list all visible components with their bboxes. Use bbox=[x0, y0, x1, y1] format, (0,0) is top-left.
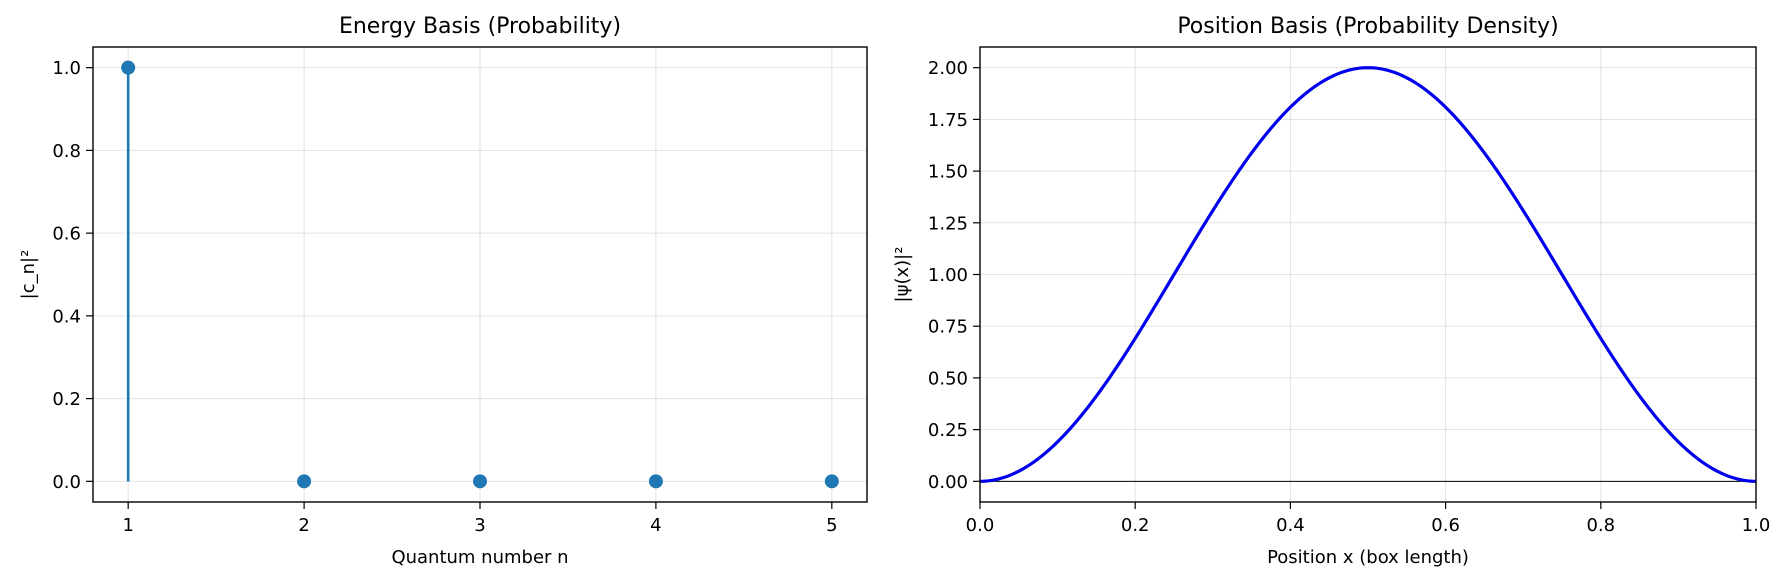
chart1-y-tick-label: 0.8 bbox=[52, 141, 81, 162]
chart1-stem-marker bbox=[648, 474, 663, 489]
chart2-y-tick-label: 2.00 bbox=[928, 58, 968, 79]
chart2-x-tick-label: 0.4 bbox=[1276, 515, 1305, 536]
chart1-stem-marker bbox=[297, 474, 312, 489]
chart1-x-axis-label: Quantum number n bbox=[391, 547, 568, 568]
chart1-y-tick-label: 0.0 bbox=[52, 472, 81, 493]
chart1-y-tick-label: 0.6 bbox=[52, 224, 81, 245]
chart2-y-tick-label: 1.50 bbox=[928, 162, 968, 183]
chart2-x-tick-label: 1.0 bbox=[1742, 515, 1771, 536]
chart1-stem-marker bbox=[121, 60, 136, 75]
chart1-grid bbox=[93, 47, 867, 502]
chart1-x-tick-label: 5 bbox=[826, 515, 837, 536]
chart2-y-tick-label: 0.50 bbox=[928, 368, 968, 389]
chart1-title: Energy Basis (Probability) bbox=[339, 14, 621, 39]
chart1-stem-marker bbox=[473, 474, 487, 489]
chart2-y-axis-label: |ψ(x)|² bbox=[892, 247, 913, 303]
chart1-markers bbox=[121, 60, 839, 489]
chart1-y-axis-label: |c_n|² bbox=[18, 250, 39, 300]
chart2-y-tick-label: 1.00 bbox=[928, 265, 968, 286]
chart2-x-tick-label: 0.6 bbox=[1431, 515, 1460, 536]
chart1-y-tick-label: 0.2 bbox=[52, 389, 81, 410]
chart1-x-tick-label: 1 bbox=[122, 515, 133, 536]
chart2-grid bbox=[979, 47, 1757, 502]
chart2-x-ticks: 0.0 0.2 0.4 0.6 0.8 1.0 bbox=[966, 502, 1771, 536]
chart1-stem-marker bbox=[824, 474, 839, 489]
chart2-x-tick-label: 0.8 bbox=[1586, 515, 1615, 536]
chart1-y-ticks: 0.0 0.2 0.4 0.6 0.8 1.0 bbox=[52, 58, 93, 493]
chart1-x-tick-label: 2 bbox=[298, 515, 309, 536]
chart2-y-tick-label: 0.00 bbox=[928, 472, 968, 493]
chart2-y-tick-label: 1.75 bbox=[928, 110, 968, 131]
chart2-y-tick-label: 0.75 bbox=[928, 317, 968, 338]
chart1-y-tick-label: 1.0 bbox=[52, 58, 81, 79]
chart2-density-curve bbox=[979, 66, 1757, 483]
chart1-x-tick-label: 4 bbox=[650, 515, 661, 536]
chart1-x-tick-label: 3 bbox=[474, 515, 485, 536]
chart2-title: Position Basis (Probability Density) bbox=[1177, 14, 1558, 39]
chart1-x-ticks: 1 2 3 4 5 bbox=[122, 502, 838, 536]
chart2-y-ticks: 0.00 0.25 0.50 0.75 1.00 1.25 1.50 1.75 2.00 bbox=[928, 58, 980, 493]
chart2-y-tick-label: 1.25 bbox=[928, 213, 968, 234]
chart2-x-tick-label: 0.0 bbox=[966, 515, 995, 536]
position-basis-chart: Position Basis (Probability Density) 0.0… bbox=[892, 14, 1770, 568]
chart1-y-tick-label: 0.4 bbox=[52, 306, 81, 327]
chart2-y-tick-label: 0.25 bbox=[928, 420, 968, 441]
chart2-x-axis-label: Position x (box length) bbox=[1267, 547, 1469, 568]
chart2-x-tick-label: 0.2 bbox=[1121, 515, 1150, 536]
